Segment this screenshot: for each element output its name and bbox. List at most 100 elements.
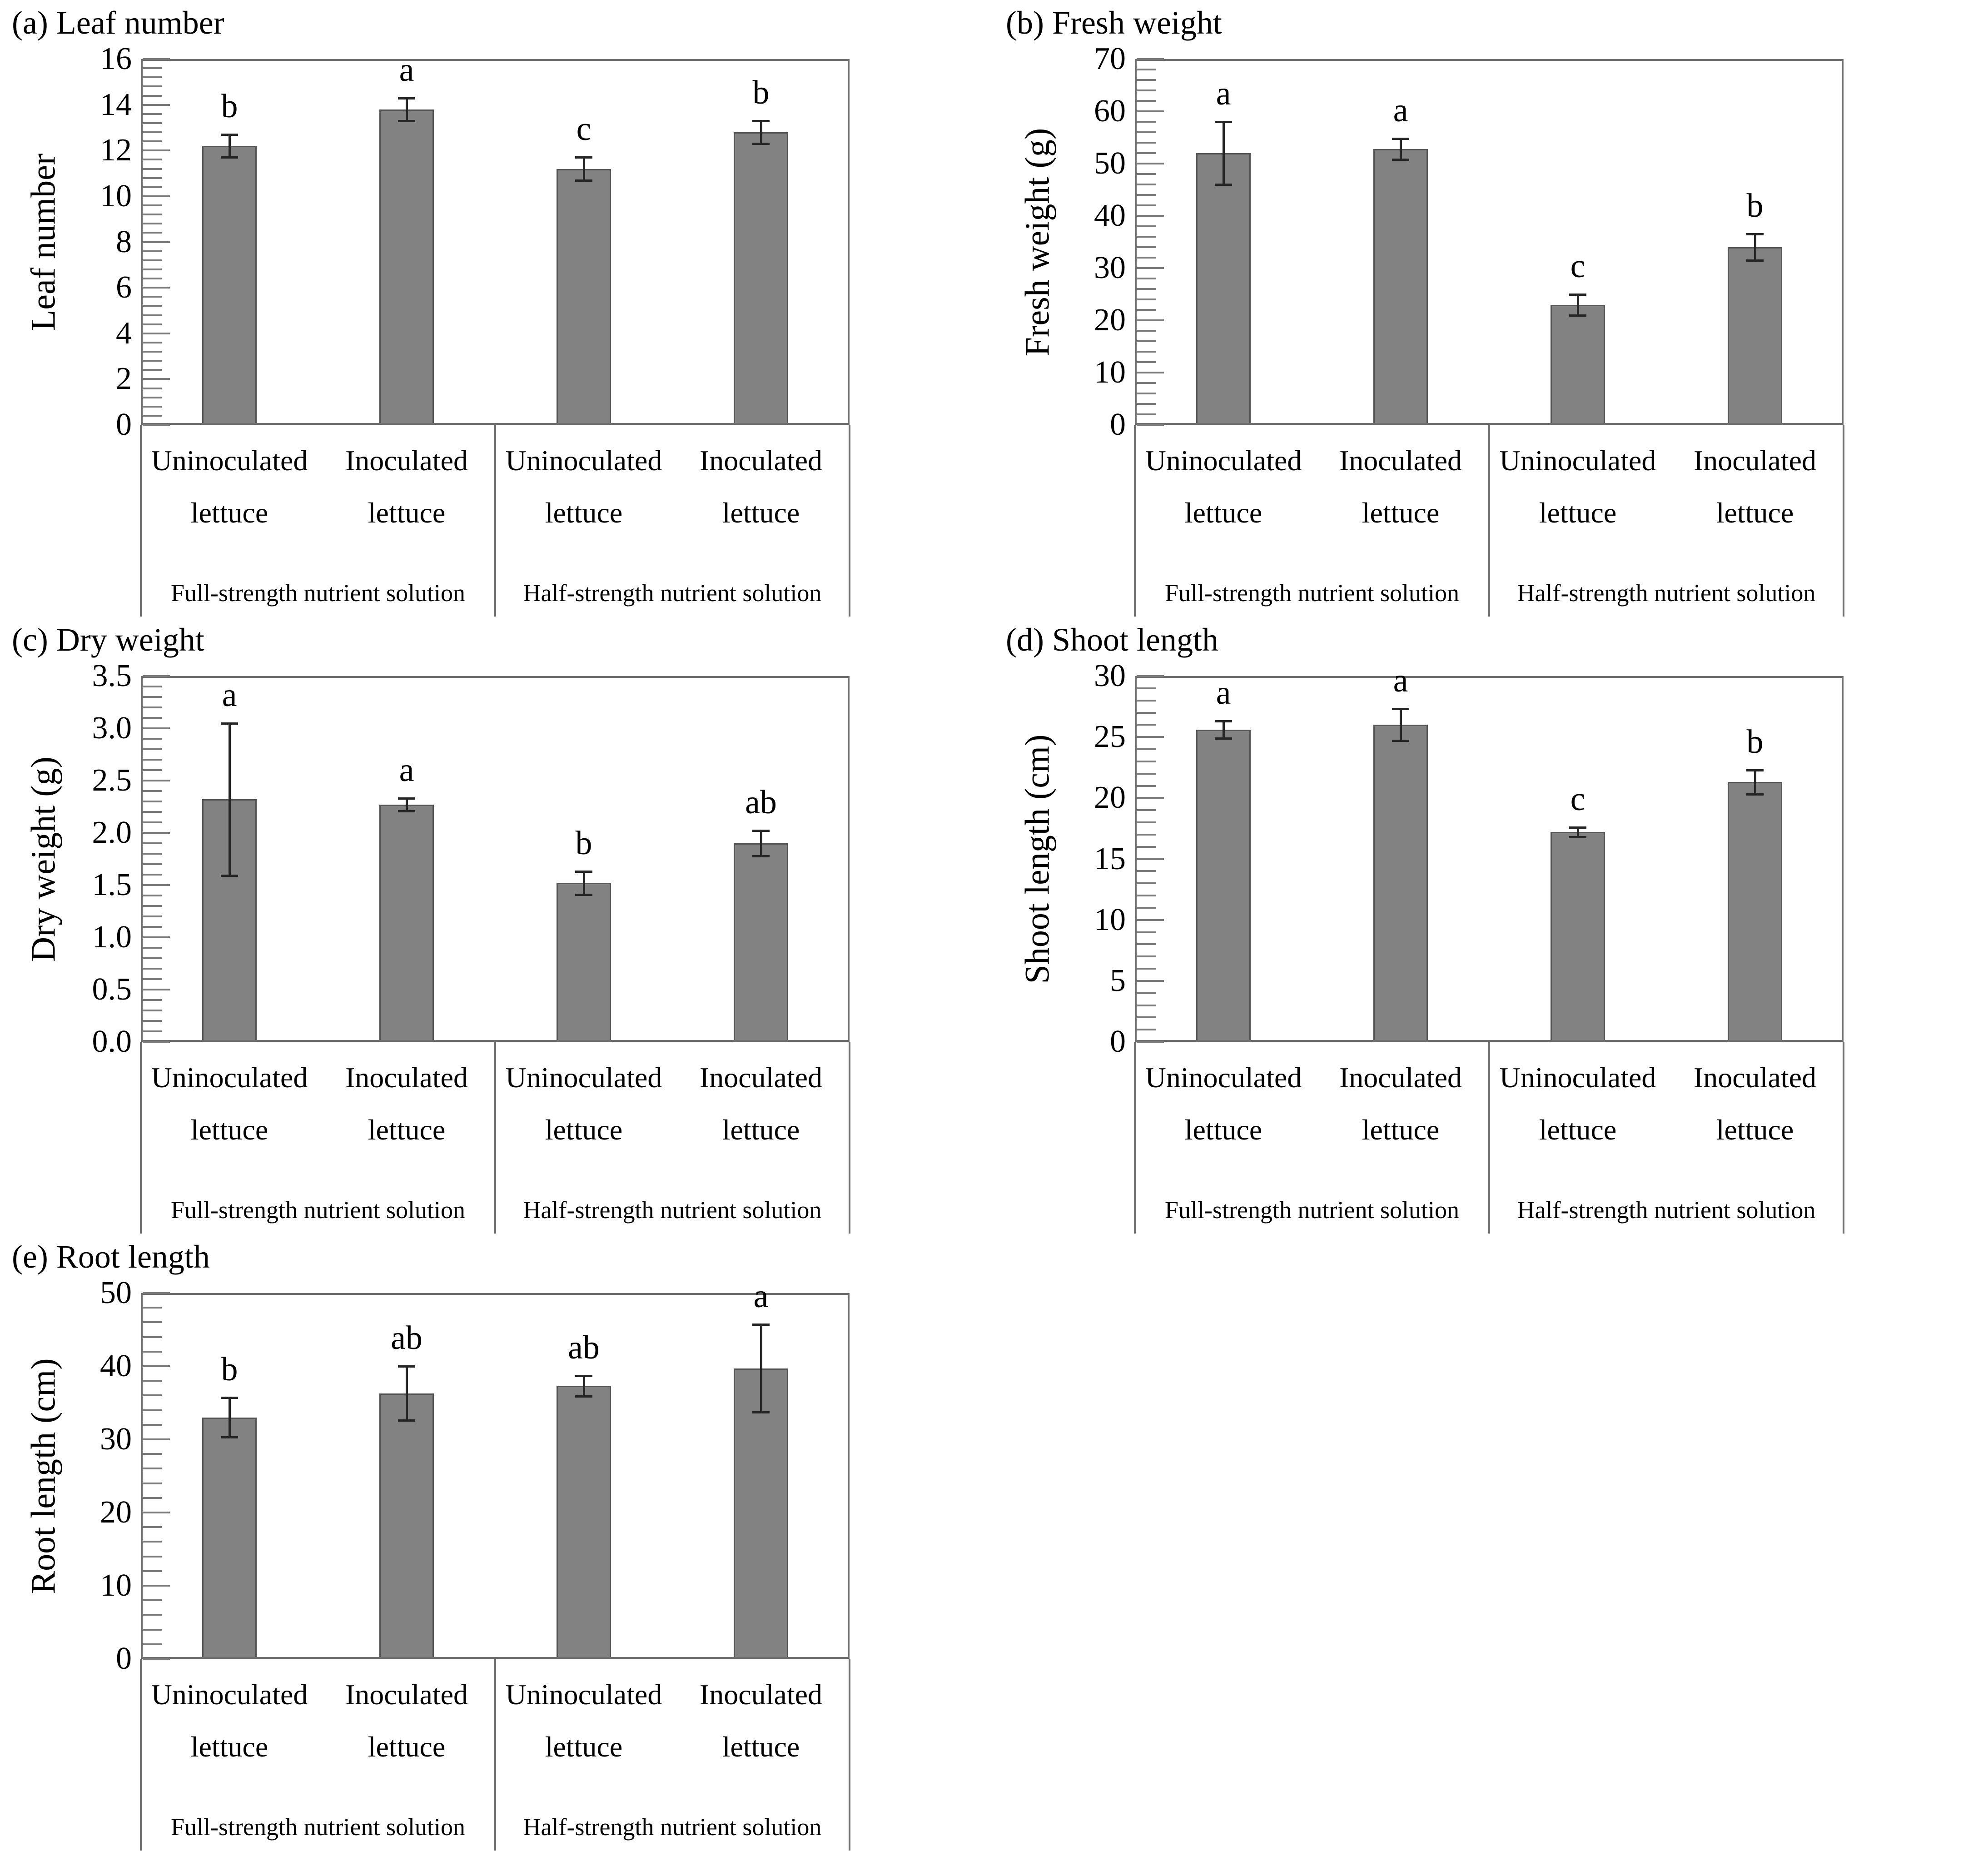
y-minor-tick: [143, 122, 162, 124]
y-tick-label: 14: [100, 87, 132, 122]
y-minor-tick: [143, 140, 162, 143]
error-bar: [406, 98, 408, 121]
y-minor-tick: [1137, 90, 1156, 91]
y-major-tick: [143, 1365, 170, 1367]
y-tick-label: 30: [1094, 250, 1126, 285]
significance-letter: b: [1746, 187, 1764, 225]
y-minor-tick: [143, 223, 162, 225]
axis-divider-0: [140, 1659, 142, 1851]
y-minor-tick: [143, 957, 162, 959]
error-bar-top-cap: [1569, 293, 1586, 296]
error-bar-bottom-cap: [398, 810, 415, 812]
significance-letter: c: [1570, 247, 1585, 285]
y-minor-tick: [1137, 821, 1156, 823]
error-bar-bottom-cap: [1392, 740, 1409, 742]
y-minor-tick: [143, 1336, 162, 1338]
y-minor-tick: [1137, 785, 1156, 787]
y-minor-tick: [143, 999, 162, 1001]
bar: [379, 804, 434, 1040]
y-minor-tick: [1137, 257, 1156, 259]
significance-letter: b: [221, 1351, 238, 1388]
category-label-line2: lettuce: [1716, 1114, 1794, 1146]
y-minor-tick: [143, 1020, 162, 1022]
significance-letter: c: [1570, 780, 1585, 818]
y-major-tick: [143, 1658, 170, 1660]
y-minor-tick: [1137, 351, 1156, 353]
category-label-line2: lettuce: [545, 497, 623, 529]
y-tick-label: 20: [1094, 780, 1126, 816]
y-minor-tick: [1137, 943, 1156, 945]
error-bar: [760, 831, 762, 856]
y-tick-label: 70: [1094, 41, 1126, 76]
y-minor-tick: [143, 259, 162, 261]
bar: [379, 109, 434, 423]
category-label-line2: lettuce: [190, 497, 268, 529]
error-bar-bottom-cap: [1392, 158, 1409, 161]
y-major-tick: [143, 780, 170, 781]
y-major-tick: [1137, 919, 1164, 921]
significance-letter: ab: [568, 1329, 600, 1366]
y-minor-tick: [1137, 906, 1156, 909]
y-major-tick: [1137, 163, 1164, 164]
significance-letter: a: [399, 51, 414, 89]
y-minor-tick: [143, 895, 162, 896]
category-label-line1: Inoculated: [1339, 1061, 1462, 1094]
group-label: Full-strength nutrient solution: [1165, 579, 1459, 607]
chart-stage: Dry weight (g) 0.0 0.5 1.0 1.5 2.0 2.5 3.0 3.5 a U…: [0, 617, 994, 1234]
y-minor-tick: [143, 1614, 162, 1616]
chart-title: (d) Shoot length: [1006, 622, 1218, 658]
error-bar-top-cap: [752, 830, 770, 832]
y-major-tick: [143, 241, 170, 243]
bar: [734, 1368, 788, 1657]
y-major-tick: [143, 832, 170, 834]
category-label-line1: Uninoculated: [1499, 444, 1656, 477]
y-minor-tick: [1137, 393, 1156, 394]
error-bar-bottom-cap: [1569, 314, 1586, 317]
y-minor-tick: [143, 341, 162, 343]
y-minor-tick: [1137, 833, 1156, 836]
y-minor-tick: [143, 131, 162, 133]
category-label-line1: Uninoculated: [1499, 1061, 1656, 1094]
y-tick-label: 10: [100, 178, 132, 214]
error-bar-top-cap: [1746, 233, 1764, 236]
plot-area: [1135, 676, 1844, 1042]
significance-letter: b: [1746, 723, 1764, 761]
y-minor-tick: [1137, 236, 1156, 238]
bar: [557, 1386, 611, 1657]
error-bar: [229, 134, 231, 158]
y-minor-tick: [1137, 246, 1156, 248]
error-bar-top-cap: [221, 134, 238, 136]
y-minor-tick: [1137, 699, 1156, 702]
error-bar-top-cap: [1215, 121, 1232, 123]
y-major-tick: [1137, 267, 1164, 269]
group-label: Half-strength nutrient solution: [1517, 579, 1816, 607]
significance-letter: a: [1216, 75, 1231, 112]
y-minor-tick: [143, 842, 162, 844]
y-major-tick: [1137, 58, 1164, 60]
error-bar-bottom-cap: [221, 156, 238, 159]
y-minor-tick: [1137, 724, 1156, 726]
y-tick-label: 3.5: [92, 658, 132, 693]
axis-divider-1: [1488, 1042, 1490, 1234]
y-minor-tick: [143, 76, 162, 79]
y-tick-label: 0: [116, 407, 132, 442]
significance-letter: a: [1393, 91, 1408, 129]
y-minor-tick: [143, 414, 162, 417]
category-label-line1: Inoculated: [1693, 444, 1817, 477]
y-major-tick: [143, 675, 170, 677]
y-minor-tick: [143, 717, 162, 719]
error-bar-top-cap: [1215, 720, 1232, 723]
y-minor-tick: [143, 947, 162, 949]
category-label-line1: Inoculated: [699, 444, 823, 477]
error-bar-bottom-cap: [575, 179, 592, 182]
y-major-tick: [1137, 215, 1164, 217]
bar: [1196, 153, 1251, 423]
chart-title: (c) Dry weight: [12, 622, 204, 658]
y-tick-label: 50: [1094, 146, 1126, 181]
y-tick-label: 12: [100, 133, 132, 168]
bar: [1551, 304, 1605, 423]
category-label-line1: Inoculated: [1693, 1061, 1817, 1094]
y-minor-tick: [143, 1321, 162, 1324]
error-bar-bottom-cap: [398, 119, 415, 122]
y-major-tick: [1137, 110, 1164, 112]
